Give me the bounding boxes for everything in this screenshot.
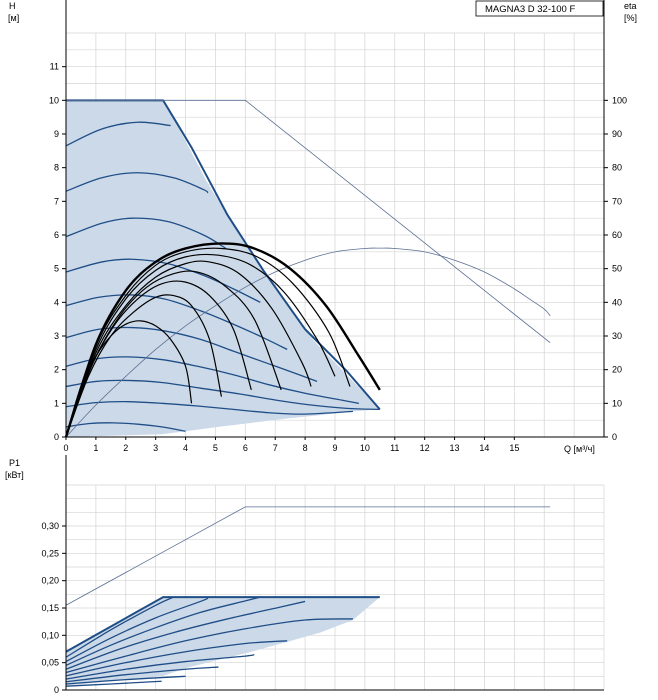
speed-curve xyxy=(65,217,227,250)
head-chart-y2-tick-labels: 0 10 20 30 40 50 60 70 80 90 100 xyxy=(604,95,627,442)
power-curve xyxy=(65,600,306,670)
y-tick-label: 5 xyxy=(54,264,59,274)
eta-axis-unit: [%] xyxy=(624,13,637,23)
y-tick-label: 0 xyxy=(54,685,59,695)
efficiency-curve xyxy=(65,260,312,438)
speed-curve xyxy=(65,294,288,351)
y-tick-label: 7 xyxy=(54,196,59,206)
power-flow-chart: 0 0,05 0,10 0,15 0,20 0,25 0,30 P1 [кВт] xyxy=(5,455,605,695)
speed-curve xyxy=(65,422,186,432)
y2-tick-label: 30 xyxy=(612,331,622,341)
speed-curve xyxy=(65,121,171,147)
power-curve xyxy=(65,640,288,677)
y-tick-label: 6 xyxy=(54,230,59,240)
x-tick-label: 12 xyxy=(420,443,430,453)
power-curve xyxy=(65,680,162,687)
limit-curve xyxy=(66,99,551,344)
power-axis-label: P1 xyxy=(9,458,20,468)
x-tick-label: 1 xyxy=(93,443,98,453)
y2-tick-label: 60 xyxy=(612,230,622,240)
x-tick-label: 14 xyxy=(479,443,489,453)
y2-tick-label: 100 xyxy=(612,95,627,105)
y2-tick-label: 20 xyxy=(612,365,622,375)
y2-tick-label: 80 xyxy=(612,163,622,173)
y2-tick-label: 10 xyxy=(612,398,622,408)
operating-range-area xyxy=(66,100,380,437)
efficiency-curve xyxy=(64,242,381,438)
y2-tick-label: 90 xyxy=(612,129,622,139)
max-curve xyxy=(66,99,381,411)
power-curve xyxy=(65,653,255,680)
power-curve xyxy=(65,597,209,663)
power-range-area xyxy=(66,597,380,686)
y-tick-label: 4 xyxy=(54,297,59,307)
y-tick-label: 0,20 xyxy=(41,576,59,586)
y-tick-label: 8 xyxy=(54,163,59,173)
x-tick-label: 2 xyxy=(123,443,128,453)
head-chart-x-tick-labels: 0 1 2 3 4 5 6 7 8 9 10 11 12 13 14 15 xyxy=(63,437,519,453)
x-tick-label: 0 xyxy=(63,443,68,453)
head-chart-series xyxy=(64,99,551,438)
x-tick-label: 4 xyxy=(183,443,188,453)
head-axis-label: H xyxy=(9,1,16,11)
flow-axis-label: Q [м³/ч] xyxy=(564,444,595,454)
y-tick-label: 0,15 xyxy=(41,603,59,613)
speed-curve xyxy=(65,356,360,404)
power-curve xyxy=(65,596,174,658)
efficiency-curve xyxy=(65,247,551,438)
x-tick-label: 11 xyxy=(390,443,399,453)
y-tick-label: 11 xyxy=(50,62,59,72)
power-curve xyxy=(65,596,261,666)
power-axis-unit: [кВт] xyxy=(5,470,24,480)
y2-tick-label: 70 xyxy=(612,196,622,206)
y-tick-label: 3 xyxy=(54,331,59,341)
efficiency-curve xyxy=(65,294,223,438)
eta-axis-label: eta xyxy=(624,1,637,11)
y-tick-label: 0,05 xyxy=(41,658,59,668)
y-tick-label: 0,10 xyxy=(41,630,59,640)
power-chart-series xyxy=(65,506,551,687)
head-chart-y-tick-labels: 0 1 2 3 4 5 6 7 8 9 10 11 xyxy=(49,62,66,442)
x-tick-label: 5 xyxy=(213,443,218,453)
y-tick-label: 1 xyxy=(54,398,59,408)
y-tick-label: 0,25 xyxy=(41,548,59,558)
efficiency-curve xyxy=(65,253,336,438)
model-title-box xyxy=(475,0,604,17)
speed-curve xyxy=(65,172,209,194)
y-tick-label: 0,30 xyxy=(41,521,59,531)
power-chart-y-tick-labels: 0 0,05 0,10 0,15 0,20 0,25 0,30 xyxy=(41,521,66,695)
x-tick-label: 9 xyxy=(332,443,337,453)
y2-tick-label: 50 xyxy=(612,264,622,274)
x-tick-label: 8 xyxy=(303,443,308,453)
x-tick-label: 7 xyxy=(273,443,278,453)
x-tick-label: 10 xyxy=(360,443,370,453)
efficiency-curve xyxy=(65,270,282,438)
power-limit-curve xyxy=(65,506,551,606)
speed-curve xyxy=(65,326,318,383)
x-tick-label: 3 xyxy=(153,443,158,453)
power-curve xyxy=(65,675,186,685)
y-tick-label: 2 xyxy=(54,365,59,375)
power-curve xyxy=(65,618,353,674)
x-tick-label: 15 xyxy=(509,443,519,453)
y2-tick-label: 40 xyxy=(612,297,622,307)
model-title: MAGNA3 D 32-100 F xyxy=(485,4,575,15)
y-tick-label: 10 xyxy=(49,95,59,105)
speed-curve xyxy=(65,400,353,415)
power-curve xyxy=(65,666,219,683)
y2-tick-label: 0 xyxy=(612,432,617,442)
x-tick-label: 13 xyxy=(450,443,460,453)
power-curve xyxy=(65,596,380,653)
head-axis-unit: [м] xyxy=(8,13,19,23)
y-tick-label: 9 xyxy=(54,129,59,139)
y-tick-label: 0 xyxy=(54,432,59,442)
x-tick-label: 6 xyxy=(243,443,248,453)
